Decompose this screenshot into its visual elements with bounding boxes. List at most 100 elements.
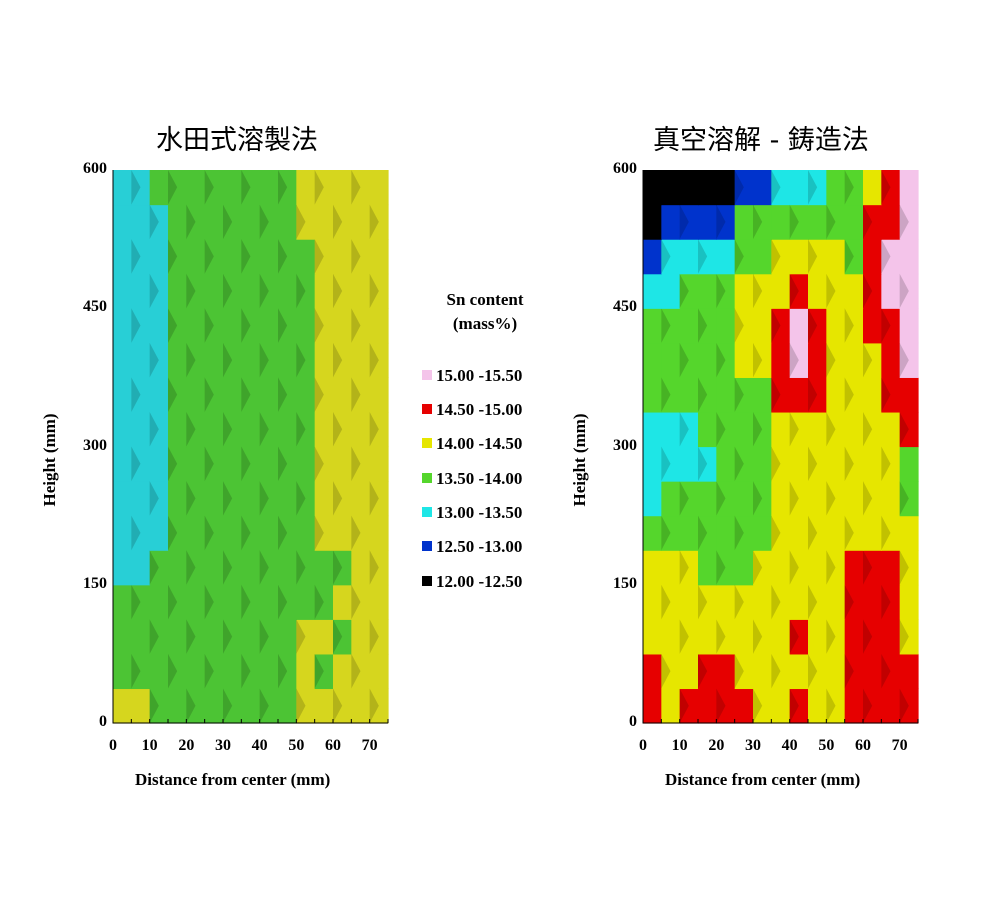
heatmap-cell [789, 515, 809, 551]
heatmap-cell [168, 653, 187, 690]
heatmap-cell [881, 653, 901, 690]
heatmap-cell [771, 481, 791, 517]
heatmap-shading [278, 308, 288, 343]
heatmap-cell [369, 239, 389, 275]
heatmap-cell [698, 411, 717, 448]
heatmap-shading [753, 342, 763, 378]
heatmap-shading [881, 377, 891, 412]
heatmap-shading [333, 342, 343, 378]
heatmap-shading [314, 377, 324, 412]
heatmap-cell [186, 446, 206, 482]
heatmap-cell [716, 377, 736, 413]
heatmap-cell [808, 446, 827, 482]
heatmap-shading [698, 308, 708, 343]
heatmap-cell [789, 204, 809, 240]
heatmap-cell [369, 550, 389, 586]
heatmap-cell [113, 653, 132, 690]
heatmap-cell [661, 653, 681, 690]
heatmap-cell [278, 170, 297, 206]
heatmap-cell [808, 619, 827, 655]
heatmap-shading [259, 273, 269, 309]
heatmap-cell [259, 446, 279, 482]
heatmap-cell [771, 308, 791, 344]
heatmap-shading [844, 170, 854, 205]
heatmap-shading [771, 239, 781, 274]
heatmap-cell [168, 446, 187, 482]
heatmap-shading [844, 653, 854, 689]
legend-item-label: 12.50 -13.00 [436, 537, 523, 556]
legend-swatch [422, 541, 432, 552]
heatmap-cell [789, 481, 809, 517]
heatmap-cell [186, 342, 206, 378]
x-tick-label: 50 [818, 737, 835, 754]
heatmap-shading [333, 204, 343, 240]
heatmap-shading [204, 308, 214, 343]
heatmap-cell [369, 204, 389, 240]
heatmap-cell [863, 204, 882, 240]
heatmap-cell [698, 377, 717, 413]
heatmap-cell [643, 688, 662, 724]
heatmap-cell [826, 170, 846, 206]
heatmap-0 [113, 170, 389, 724]
legend-unit: (mass%) [452, 314, 518, 333]
heatmap-shading [698, 239, 708, 274]
heatmap-cell [698, 653, 717, 690]
heatmap-shading [369, 481, 379, 516]
heatmap-cell [698, 239, 717, 275]
heatmap-cell [259, 308, 279, 344]
heatmap-shading [679, 204, 689, 240]
heatmap-cell [643, 653, 662, 690]
heatmap-shading [679, 688, 689, 723]
heatmap-cell [643, 342, 662, 378]
heatmap-cell [351, 446, 371, 482]
heatmap-shading [789, 481, 799, 516]
heatmap-shading [131, 308, 141, 343]
heatmap-shading [698, 377, 708, 412]
heatmap-cell [734, 411, 754, 448]
heatmap-cell [333, 619, 352, 655]
heatmap-cell [351, 481, 371, 517]
heatmap-cell [314, 515, 334, 551]
heatmap-cell [881, 273, 901, 309]
heatmap-cell [296, 204, 316, 240]
heatmap-shading [333, 481, 343, 516]
heatmap-shading [808, 377, 818, 412]
heatmap-shading [278, 515, 288, 551]
heatmap-cell [278, 481, 297, 517]
heatmap-cell [753, 619, 772, 655]
heatmap-shading [844, 308, 854, 343]
y-tick-label: 300 [83, 436, 107, 454]
heatmap-cell [734, 170, 754, 206]
heatmap-cell [899, 377, 919, 413]
heatmap-cell [113, 239, 132, 275]
heatmap-cell [204, 481, 224, 517]
heatmap-cell [296, 239, 316, 275]
y-tick-label: 150 [613, 574, 637, 592]
heatmap-shading [241, 308, 251, 343]
heatmap-shading [899, 342, 909, 378]
heatmap-cell [899, 688, 919, 724]
legend-swatch [422, 370, 432, 381]
heatmap-cell [844, 239, 864, 275]
heatmap-cell [113, 515, 132, 551]
heatmap-cell [643, 204, 662, 240]
heatmap-cell [113, 308, 132, 344]
heatmap-shading [168, 170, 178, 205]
heatmap-shading [241, 584, 251, 620]
heatmap-shading [149, 619, 159, 654]
heatmap-cell [753, 239, 772, 275]
heatmap-cell [716, 273, 736, 309]
heatmap-cell [296, 446, 316, 482]
heatmap-shading [826, 342, 836, 378]
heatmap-shading [168, 653, 178, 689]
heatmap-shading [351, 653, 361, 689]
heatmap-cell [168, 273, 187, 309]
heatmap-cell [131, 204, 151, 240]
heatmap-cell [241, 515, 261, 551]
heatmap-cell [333, 308, 352, 344]
heatmap-cell [186, 377, 206, 413]
heatmap-cell [881, 515, 901, 551]
heatmap-shading [296, 619, 306, 654]
heatmap-shading [296, 481, 306, 516]
